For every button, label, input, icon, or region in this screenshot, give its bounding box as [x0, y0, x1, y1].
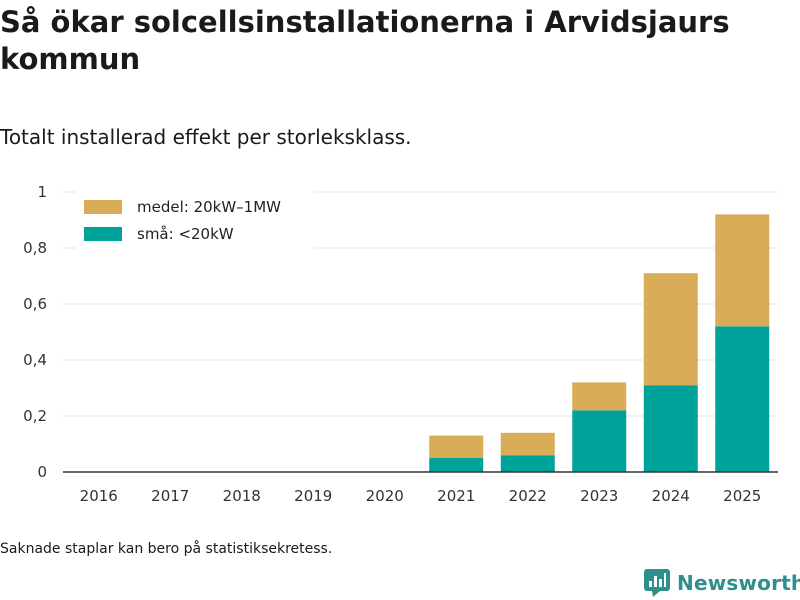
legend-label: medel: 20kW–1MW — [137, 198, 281, 216]
brand-name: Newsworthy — [677, 571, 800, 595]
newsworthy-icon — [644, 569, 670, 597]
y-tick-label: 0,6 — [23, 295, 47, 313]
bar — [500, 455, 555, 472]
chart-subtitle: Totalt installerad effekt per storlekskl… — [0, 125, 412, 149]
stacked-bar-chart: 0 0,2 0,4 0,6 0,8 1 2016 2017 2018 2019 2020 2021 20… — [23, 183, 778, 505]
bar — [643, 385, 698, 472]
x-tick-label: 2022 — [509, 487, 547, 505]
bar — [715, 214, 770, 327]
x-tick-label: 2020 — [366, 487, 404, 505]
bar — [715, 326, 770, 472]
x-tick-label: 2017 — [151, 487, 189, 505]
x-tick-label: 2021 — [437, 487, 475, 505]
y-tick-label: 0,8 — [23, 239, 47, 257]
y-tick-label: 1 — [37, 183, 47, 201]
bar — [429, 435, 484, 458]
chart-title: Så ökar solcellsinstallationerna i Arvid… — [0, 5, 730, 76]
legend-label: små: <20kW — [137, 225, 234, 243]
x-tick-label: 2023 — [580, 487, 618, 505]
bar — [572, 410, 627, 472]
legend-swatch — [84, 227, 122, 241]
y-tick-label: 0,2 — [23, 407, 47, 425]
x-tick-label: 2019 — [294, 487, 332, 505]
newsworthy-logo: Newsworthy — [644, 568, 800, 598]
bar — [500, 432, 555, 456]
x-tick-label: 2024 — [652, 487, 690, 505]
bar — [429, 458, 484, 472]
x-tick-label: 2016 — [80, 487, 118, 505]
y-tick-label: 0,4 — [23, 351, 47, 369]
bar — [643, 273, 698, 386]
bar — [572, 382, 627, 411]
y-tick-label: 0 — [37, 463, 47, 481]
footnote: Saknade staplar kan bero på statistiksek… — [0, 541, 333, 557]
legend-swatch — [84, 200, 122, 214]
x-tick-label: 2018 — [223, 487, 261, 505]
x-tick-label: 2025 — [723, 487, 761, 505]
